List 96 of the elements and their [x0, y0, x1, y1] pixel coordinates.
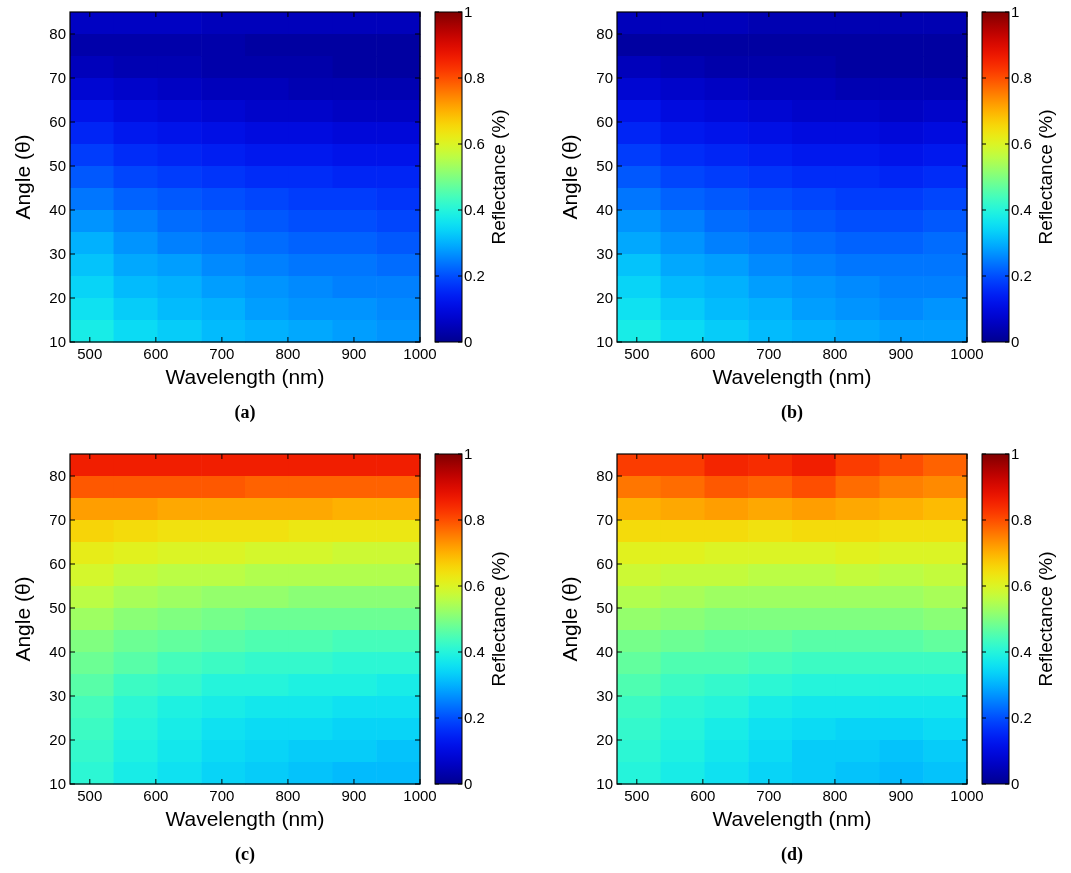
color-bar-label: 1: [464, 445, 473, 463]
x-tick-label: 1000: [950, 345, 984, 362]
color-bar-label: 0.8: [1011, 511, 1032, 529]
color-bar-label: 0.6: [464, 135, 485, 153]
x-tick-label: 800: [275, 345, 301, 362]
y-tick-label: 10: [49, 775, 66, 793]
y-tick-label: 70: [596, 511, 613, 529]
text: (b): [781, 402, 803, 423]
x-tick-label: 800: [822, 345, 848, 362]
y-tick-label: 10: [596, 775, 613, 793]
y-tick-label: 80: [596, 467, 613, 485]
y-tick-label: 80: [596, 25, 613, 43]
color-bar-title: Reflectance (%): [1035, 109, 1056, 245]
text: (d): [781, 844, 803, 865]
x-tick-label: 700: [209, 787, 235, 804]
x-axis-title: Wavelength (nm): [165, 365, 325, 388]
x-tick-label: 900: [341, 787, 367, 804]
x-tick-label: 700: [209, 345, 235, 362]
x-axis-title: Wavelength (nm): [712, 365, 872, 388]
y-tick-label: 30: [49, 687, 66, 705]
y-axis-title: Angle (θ): [11, 134, 34, 220]
y-tick-label: 10: [49, 333, 66, 351]
y-tick-label: 30: [49, 245, 66, 263]
y-tick-label: 80: [49, 25, 66, 43]
color-bar-label: 0.4: [1011, 643, 1032, 661]
x-tick-label: 1000: [950, 787, 984, 804]
x-tick-label: 900: [341, 345, 367, 362]
x-axis-title: Wavelength (nm): [712, 807, 872, 830]
text: (a): [234, 402, 256, 423]
y-tick-label: 50: [596, 599, 613, 617]
x-tick-label: 600: [143, 345, 169, 362]
color-bar-label: 0.2: [464, 267, 485, 285]
y-tick-label: 60: [49, 555, 66, 573]
x-tick-label: 500: [624, 787, 650, 804]
color-bar-label: 0.4: [464, 201, 485, 219]
color-bar-label: 0.4: [1011, 201, 1032, 219]
color-bar-label: 0.2: [1011, 267, 1032, 285]
y-tick-label: 60: [596, 555, 613, 573]
x-tick-label: 600: [690, 787, 716, 804]
y-tick-label: 40: [49, 201, 66, 219]
y-tick-label: 70: [49, 511, 66, 529]
x-tick-label: 800: [822, 787, 848, 804]
x-axis-title: Wavelength (nm): [165, 807, 325, 830]
y-tick-label: 20: [49, 289, 66, 307]
y-tick-label: 40: [596, 643, 613, 661]
color-bar-label: 1: [1011, 3, 1020, 21]
y-tick-label: 30: [596, 687, 613, 705]
color-bar-label: 1: [1011, 445, 1020, 463]
y-tick-label: 50: [596, 157, 613, 175]
x-tick-label: 1000: [403, 345, 437, 362]
y-tick-label: 80: [49, 467, 66, 485]
y-tick-label: 20: [596, 289, 613, 307]
x-tick-label: 500: [77, 787, 103, 804]
y-tick-label: 50: [49, 157, 66, 175]
y-tick-label: 40: [596, 201, 613, 219]
y-tick-label: 70: [49, 69, 66, 87]
y-axis-title: Angle (θ): [11, 576, 34, 662]
y-tick-label: 20: [596, 731, 613, 749]
x-tick-label: 900: [888, 345, 914, 362]
color-bar-label: 0: [1011, 333, 1020, 351]
x-tick-label: 500: [624, 345, 650, 362]
x-tick-label: 600: [690, 345, 716, 362]
y-tick-label: 20: [49, 731, 66, 749]
color-bar-label: 0: [464, 775, 473, 793]
color-bar-label: 0.8: [464, 511, 485, 529]
y-tick-label: 70: [596, 69, 613, 87]
y-axis-title: Angle (θ): [558, 134, 581, 220]
x-tick-label: 1000: [403, 787, 437, 804]
x-tick-label: 700: [756, 787, 782, 804]
y-axis-title: Angle (θ): [558, 576, 581, 662]
color-bar-label: 0.8: [1011, 69, 1032, 87]
color-bar-label: 0.2: [1011, 709, 1032, 727]
y-tick-label: 10: [596, 333, 613, 351]
x-tick-label: 600: [143, 787, 169, 804]
x-tick-label: 700: [756, 345, 782, 362]
color-bar-label: 0: [1011, 775, 1020, 793]
color-bar-label: 0.8: [464, 69, 485, 87]
color-bar-label: 0.4: [464, 643, 485, 661]
color-bar-label: 0.2: [464, 709, 485, 727]
color-bar-title: Reflectance (%): [488, 551, 509, 687]
color-bar-title: Reflectance (%): [488, 109, 509, 245]
y-tick-label: 40: [49, 643, 66, 661]
y-tick-label: 60: [49, 113, 66, 131]
x-tick-label: 900: [888, 787, 914, 804]
color-bar-label: 0.6: [464, 577, 485, 595]
color-bar-title: Reflectance (%): [1035, 551, 1056, 687]
text: (c): [235, 844, 255, 865]
y-tick-label: 60: [596, 113, 613, 131]
y-tick-label: 30: [596, 245, 613, 263]
y-tick-label: 50: [49, 599, 66, 617]
color-bar-label: 0.6: [1011, 577, 1032, 595]
x-tick-label: 800: [275, 787, 301, 804]
color-bar-label: 0: [464, 333, 473, 351]
color-bar-label: 0.6: [1011, 135, 1032, 153]
x-tick-label: 500: [77, 345, 103, 362]
color-bar-label: 1: [464, 3, 473, 21]
